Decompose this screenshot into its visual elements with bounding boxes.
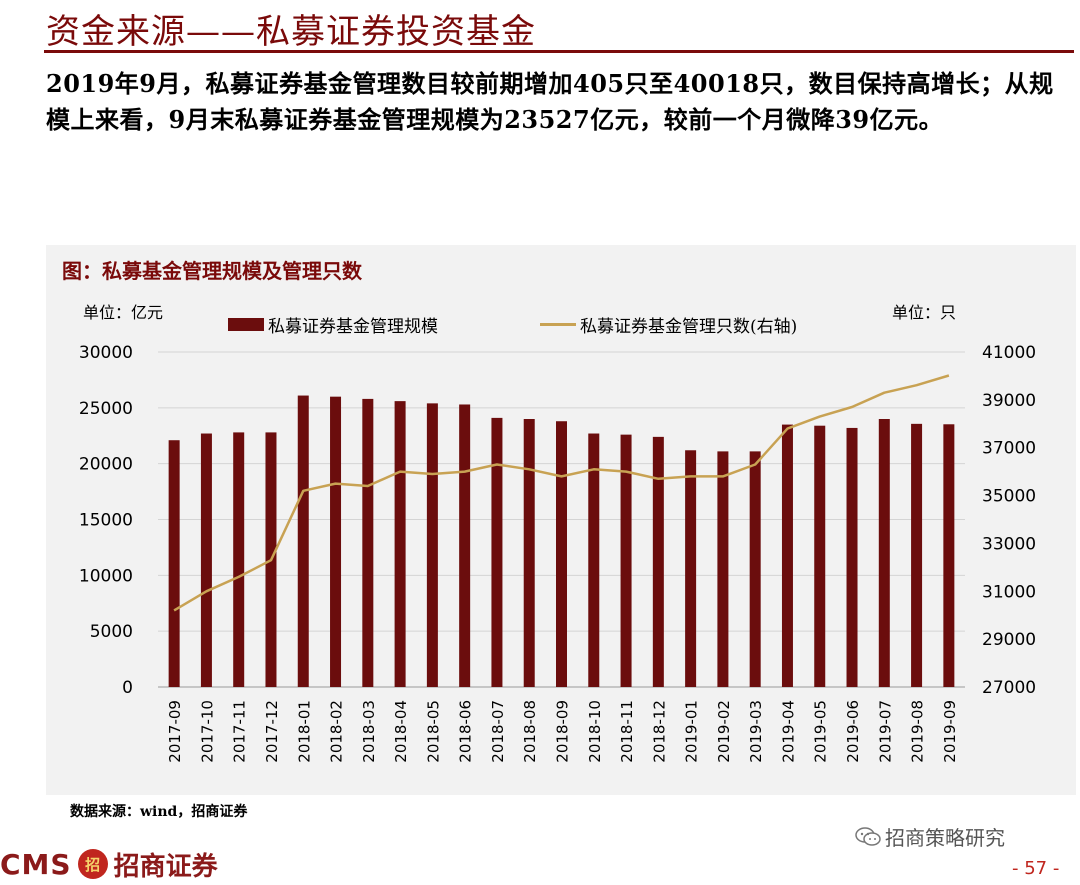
- bar: [588, 433, 600, 687]
- bar: [362, 398, 374, 687]
- x-axis-tick-label: 2018-12: [650, 700, 668, 763]
- x-axis-tick-label: 2018-05: [424, 700, 442, 763]
- x-axis-tick-label: 2018-01: [295, 700, 313, 763]
- wechat-account-name: 招商策略研究: [885, 826, 1005, 850]
- right-axis-tick-label: 39000: [982, 391, 1036, 411]
- legend-label-count: 私募证券基金管理只数(右轴): [580, 317, 798, 337]
- chart-title: 图：私募基金管理规模及管理只数: [62, 259, 362, 283]
- left-axis-tick-label: 25000: [79, 399, 133, 419]
- bar: [814, 425, 826, 687]
- left-axis-tick-label: 0: [122, 678, 133, 698]
- bar: [330, 396, 342, 687]
- bar: [523, 419, 535, 687]
- data-source: 数据来源：wind，招商证券: [70, 804, 248, 820]
- left-axis-tick-label: 20000: [79, 455, 133, 475]
- bar: [233, 432, 245, 687]
- company-logo: CMS 招 招商证券: [0, 846, 218, 882]
- x-axis-tick-label: 2018-10: [586, 700, 604, 763]
- logo-chinese-name: 招商证券: [113, 851, 218, 882]
- x-axis-tick-label: 2019-09: [941, 700, 959, 763]
- bar: [491, 417, 503, 687]
- x-axis-tick-label: 2018-09: [554, 700, 572, 763]
- x-axis-tick-label: 2019-07: [876, 700, 894, 763]
- bar: [556, 421, 567, 687]
- x-axis-tick-label: 2017-11: [231, 700, 249, 763]
- left-axis-tick-label: 15000: [79, 511, 133, 531]
- x-axis-tick-label: 2017-12: [263, 700, 281, 763]
- bar: [620, 434, 632, 687]
- x-axis-tick-label: 2018-11: [618, 700, 636, 763]
- title-divider: [44, 50, 1074, 53]
- x-axis-tick-label: 2019-03: [747, 700, 765, 763]
- legend-item-scale: 私募证券基金管理规模: [228, 312, 438, 337]
- bar: [943, 424, 955, 687]
- x-axis-tick-label: 2018-03: [360, 700, 378, 763]
- bar: [717, 451, 729, 687]
- bar: [781, 424, 793, 687]
- legend-line-swatch: [540, 323, 576, 326]
- bar: [200, 433, 212, 687]
- bar: [426, 403, 438, 687]
- legend-bar-swatch: [228, 318, 264, 331]
- wechat-icon: [855, 826, 881, 846]
- bar: [459, 404, 471, 687]
- bar: [168, 440, 180, 687]
- x-axis-tick-label: 2018-04: [392, 700, 410, 763]
- x-axis-tick-label: 2019-08: [909, 700, 927, 763]
- x-axis-tick-label: 2019-06: [844, 700, 862, 763]
- bar: [911, 423, 923, 687]
- right-axis-tick-label: 29000: [982, 630, 1036, 650]
- x-axis-tick-label: 2019-01: [683, 700, 701, 763]
- right-axis-tick-label: 27000: [982, 678, 1036, 698]
- bar: [297, 395, 309, 687]
- right-axis-tick-label: 37000: [982, 439, 1036, 459]
- right-axis-tick-label: 41000: [982, 343, 1036, 363]
- right-axis-unit: 单位：只: [892, 303, 957, 322]
- x-axis-tick-label: 2018-07: [489, 700, 507, 763]
- right-axis-tick-label: 31000: [982, 582, 1036, 602]
- bar: [846, 427, 858, 687]
- wechat-watermark: 招商策略研究: [855, 822, 1005, 851]
- logo-mark: 招: [77, 849, 108, 879]
- x-axis-tick-label: 2019-04: [779, 700, 797, 763]
- bar: [749, 451, 761, 687]
- x-axis-tick-label: 2018-02: [328, 700, 346, 763]
- left-axis-tick-label: 10000: [79, 566, 133, 586]
- x-axis-tick-label: 2019-02: [715, 700, 733, 763]
- legend-label-scale: 私募证券基金管理规模: [268, 317, 438, 337]
- bar: [652, 436, 664, 687]
- left-axis-tick-label: 5000: [90, 622, 133, 642]
- right-axis-tick-label: 33000: [982, 534, 1036, 554]
- bar: [394, 401, 406, 687]
- bar: [685, 450, 697, 687]
- page-title: 资金来源——私募证券投资基金: [46, 12, 536, 52]
- legend-item-count: 私募证券基金管理只数(右轴): [540, 312, 797, 337]
- bar: [878, 419, 890, 687]
- x-axis-tick-label: 2019-05: [812, 700, 830, 763]
- series-line: [173, 374, 950, 612]
- right-axis-tick-label: 35000: [982, 487, 1036, 507]
- page-number: - 57 -: [1012, 858, 1060, 879]
- left-axis-unit: 单位：亿元: [83, 303, 164, 322]
- x-axis-tick-label: 2017-09: [166, 700, 184, 763]
- intro-paragraph: 2019年9月，私募证券基金管理数目较前期增加405只至40018只，数目保持高…: [46, 69, 1054, 134]
- x-axis-tick-label: 2018-06: [457, 700, 475, 763]
- x-axis-tick-label: 2018-08: [521, 700, 539, 763]
- x-axis-tick-label: 2017-10: [198, 700, 216, 763]
- left-axis-tick-label: 30000: [79, 343, 133, 363]
- logo-text: CMS: [0, 847, 72, 881]
